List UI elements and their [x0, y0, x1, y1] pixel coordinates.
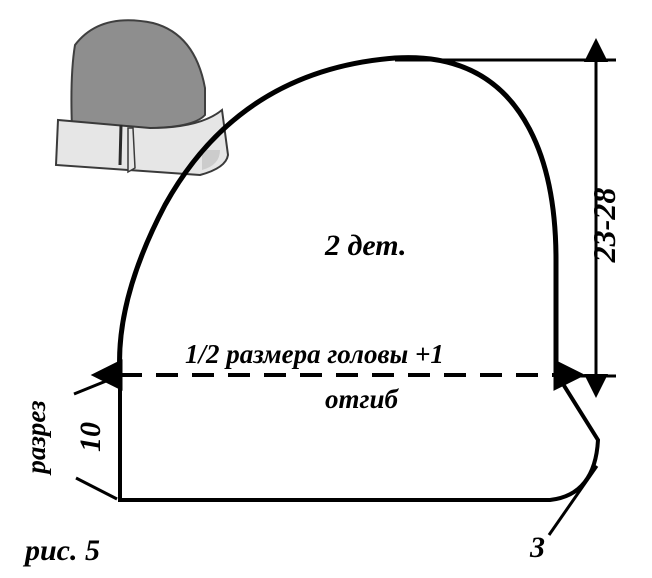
dim-height-label: 23-28: [586, 188, 622, 264]
hat-crown: [71, 20, 205, 128]
cut-leader-2: [76, 478, 117, 499]
dim-ten-label: 10: [74, 422, 107, 452]
pieces-label: 2 дет.: [324, 229, 407, 262]
head-size-label: 1/2 размера головы +1: [185, 339, 444, 369]
cut-label: разрез: [21, 400, 51, 475]
hat-slit: [120, 125, 121, 165]
figure-caption: рис. 5: [22, 534, 100, 567]
pattern-figure: 23-28 разрез 10 3 2 дет. 1/2 размера гол…: [0, 0, 652, 578]
fold-label: отгиб: [325, 384, 399, 414]
dim-three-label: 3: [529, 531, 545, 564]
hat-brim-front: [128, 128, 135, 172]
cut-leader-1: [74, 377, 116, 394]
